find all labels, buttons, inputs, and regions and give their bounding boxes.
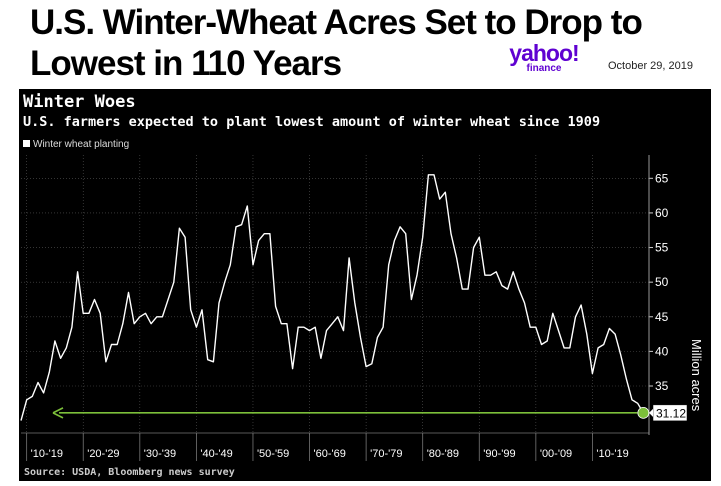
y-tick-label: 60 — [655, 206, 669, 220]
x-tick-label: '50-'59 — [257, 448, 289, 460]
headline: U.S. Winter-Wheat Acres Set to Drop to L… — [30, 2, 643, 84]
headline-line-1: U.S. Winter-Wheat Acres Set to Drop to — [30, 3, 643, 42]
x-tick-label: '20-'29 — [87, 448, 119, 460]
y-tick-label: 45 — [655, 310, 669, 324]
legend-swatch — [23, 140, 30, 147]
x-tick-label: '70-'79 — [370, 448, 402, 460]
headline-line-2: Lowest in 110 Years — [30, 44, 342, 83]
y-axis: 35 40 45 50 55 60 65 — [648, 155, 669, 435]
last-value-pointer — [649, 408, 653, 417]
logo-main-text: yahoo! — [509, 40, 579, 66]
chart-title: Winter Woes — [23, 92, 136, 112]
y-tick-label: 50 — [655, 275, 669, 289]
y-tick-label: 55 — [655, 241, 669, 255]
chart-legend: Winter wheat planting — [23, 139, 129, 151]
chart-source: Source: USDA, Bloomberg news survey — [24, 467, 235, 478]
last-point-marker — [637, 406, 650, 419]
last-value-text: 31.12 — [656, 406, 686, 420]
annotation-arrow — [52, 406, 650, 419]
y-axis-label: Million acres — [689, 339, 704, 412]
series-line-winter-wheat — [20, 174, 649, 421]
x-tick-label: '10-'19 — [31, 448, 63, 460]
last-value-label: 31.12 — [649, 404, 688, 422]
x-tick-label: '30-'39 — [144, 448, 176, 460]
x-tick-label: '90-'99 — [483, 448, 515, 460]
x-tick-label: '80-'89 — [427, 448, 459, 460]
arrow-head — [52, 407, 64, 419]
y-tick-label: 40 — [655, 344, 669, 358]
chart-panel: Winter Woes U.S. farmers expected to pla… — [19, 89, 711, 481]
x-tick-label: '00-'09 — [540, 448, 572, 460]
y-tick-label: 65 — [655, 171, 669, 185]
x-tick-label: '60-'69 — [314, 448, 346, 460]
x-tick-label: '40-'49 — [200, 448, 232, 460]
publication-date: October 29, 2019 — [608, 60, 694, 72]
x-axis: '10-'19 '20-'29 '30-'39 '40-'49 '50-'59 '60-'… — [21, 432, 649, 461]
chart-subtitle: U.S. farmers expected to plant lowest am… — [23, 114, 601, 130]
legend-label: Winter wheat planting — [33, 139, 130, 150]
line-chart: '10-'19 '20-'29 '30-'39 '40-'49 '50-'59 '60-'… — [20, 155, 688, 461]
grid-lines — [21, 155, 649, 435]
x-tick-label: '10-'19 — [596, 448, 628, 460]
logo-sub-text: finance — [526, 63, 562, 74]
y-tick-label: 35 — [655, 379, 669, 393]
yahoo-finance-logo: yahoo! finance — [502, 42, 586, 74]
